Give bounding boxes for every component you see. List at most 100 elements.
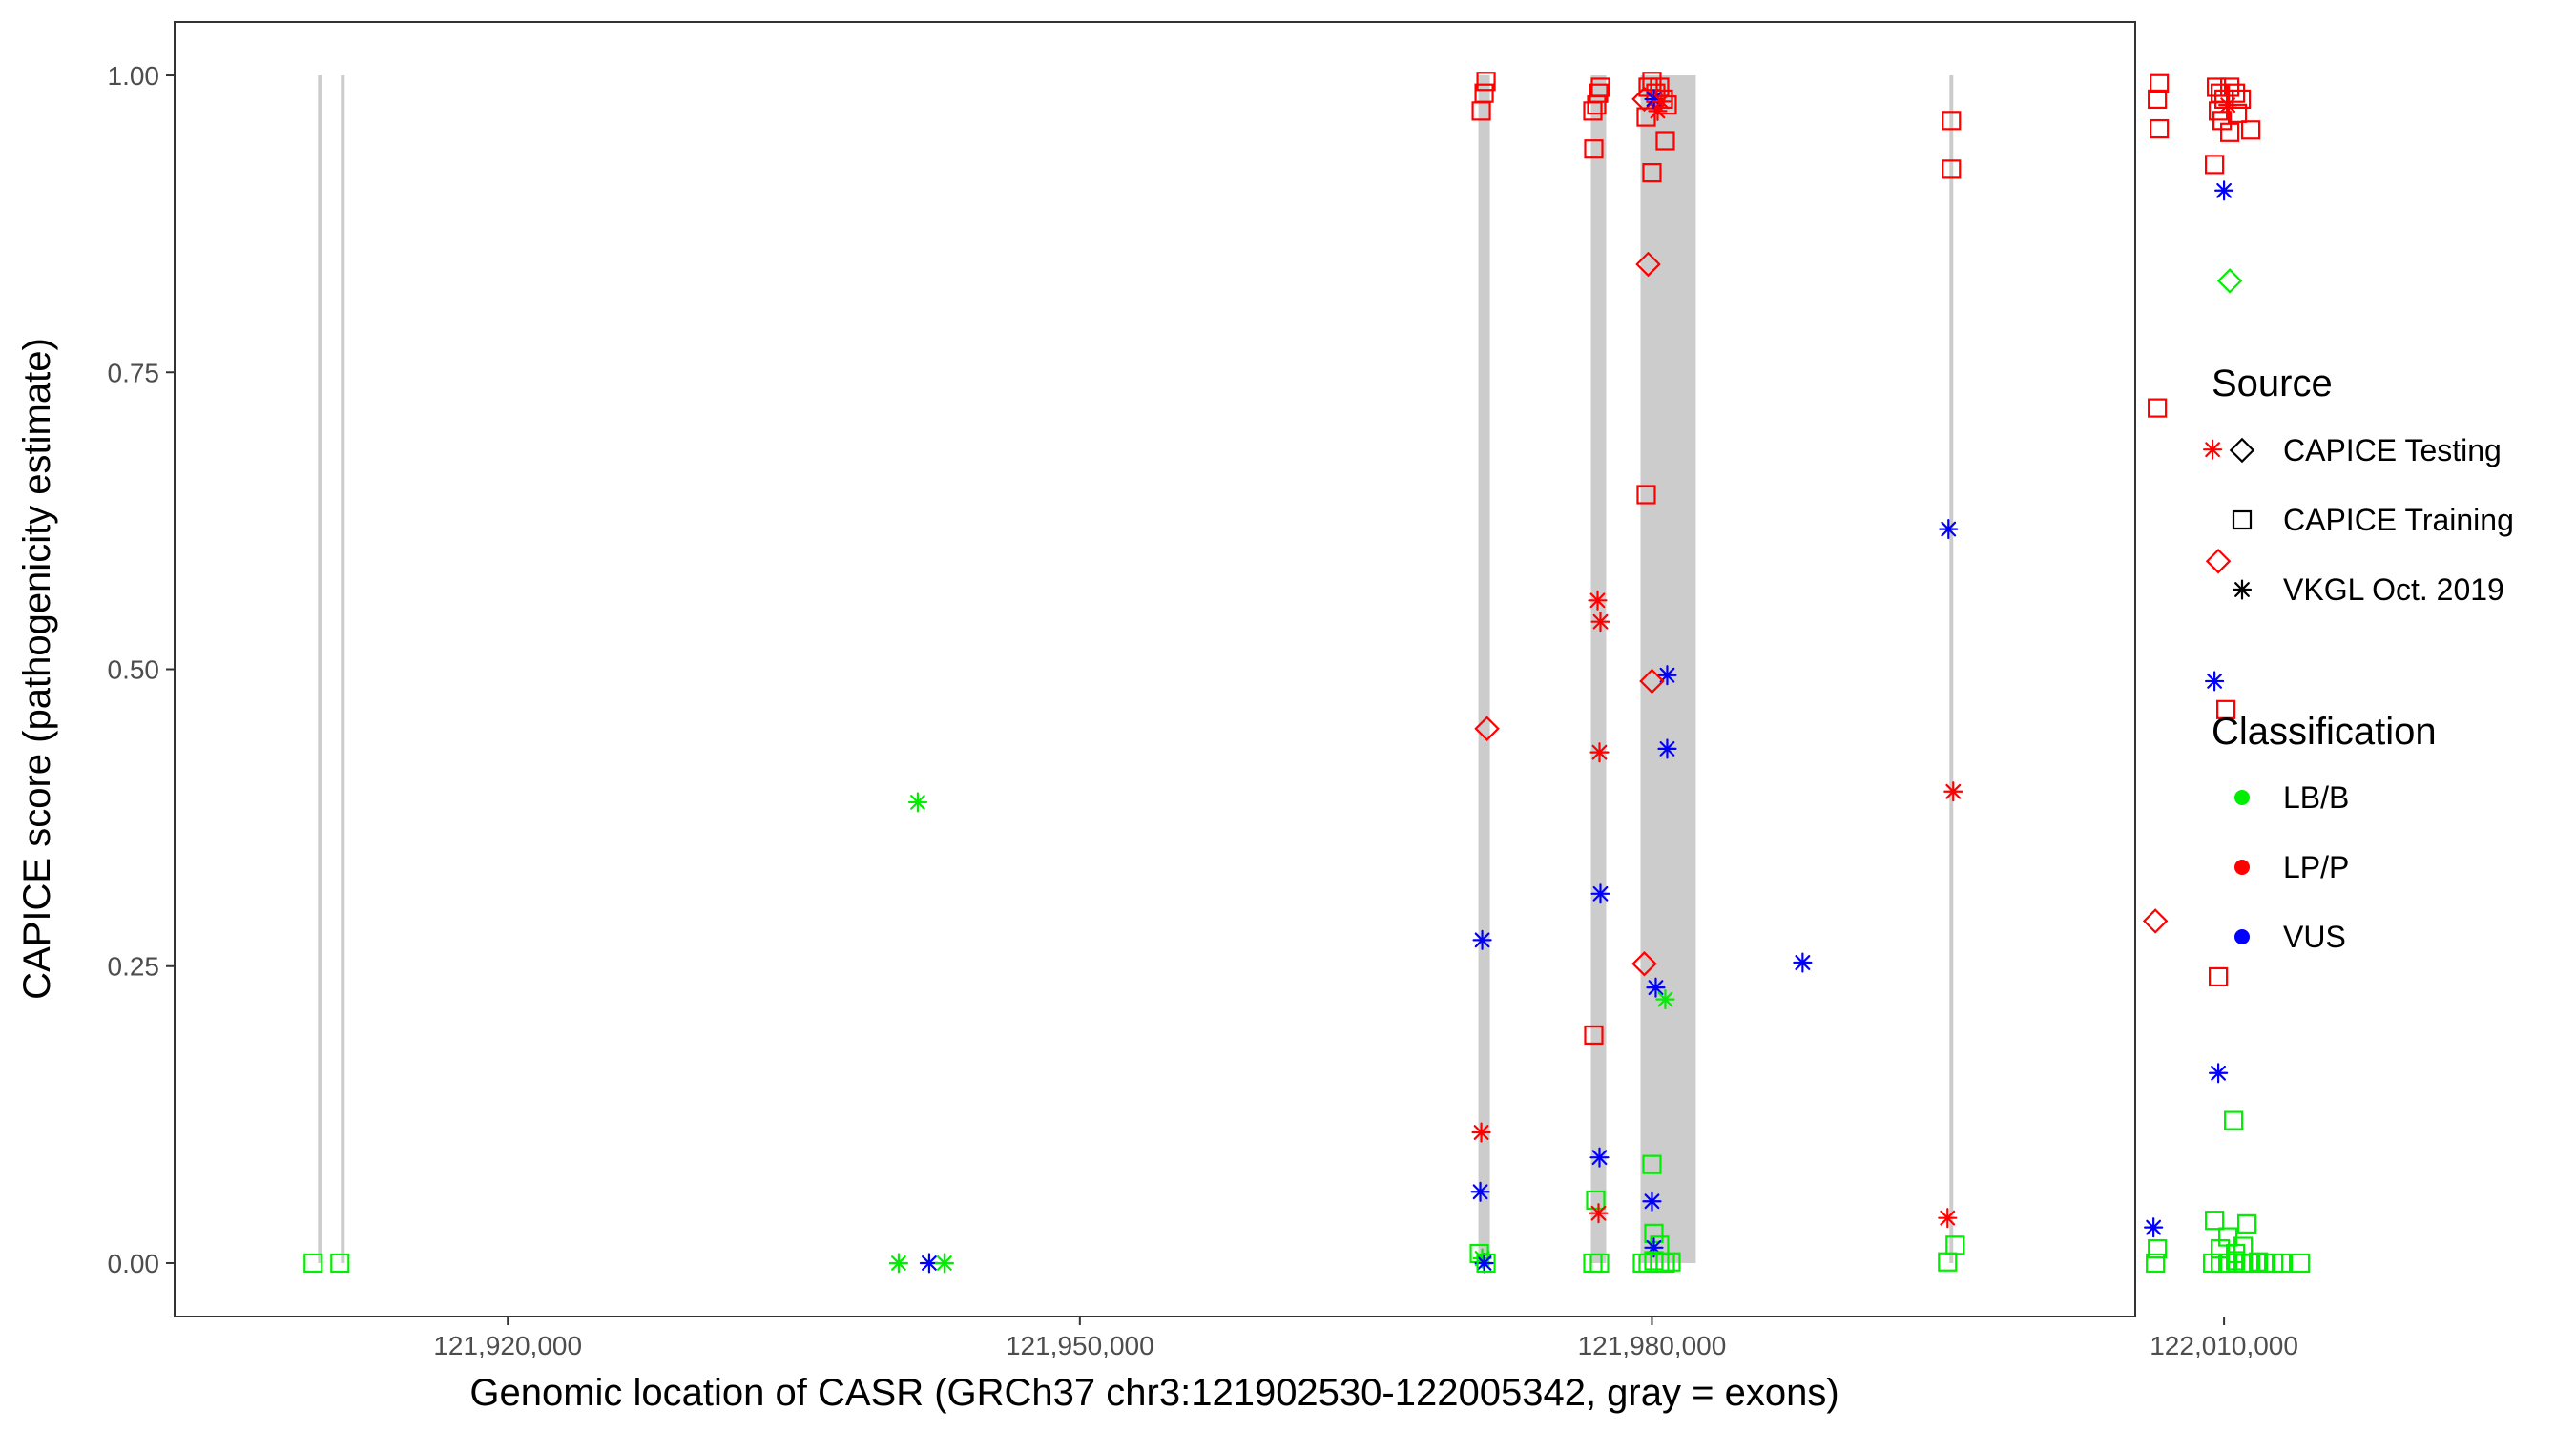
y-tick-label: 0.50 xyxy=(108,655,160,685)
data-point xyxy=(1584,1025,1604,1046)
data-point xyxy=(1938,1208,1958,1229)
y-axis: 0.00 0.25 0.50 0.75 1.00 xyxy=(108,61,175,1278)
data-point xyxy=(1474,716,1500,742)
legend-classification-title: Classification xyxy=(2212,711,2437,753)
legend-label: LB/B xyxy=(2283,780,2349,815)
data-point xyxy=(1646,977,1666,998)
data-point xyxy=(1642,1154,1662,1174)
legend-key-vus xyxy=(2234,929,2250,944)
data-point xyxy=(1657,665,1677,686)
data-point xyxy=(2223,1110,2244,1130)
data-point xyxy=(888,1253,909,1274)
data-point xyxy=(2209,1063,2229,1084)
x-tick-label: 121,980,000 xyxy=(1578,1331,1727,1360)
y-tick-label: 1.00 xyxy=(108,61,160,91)
data-point xyxy=(1589,1253,1610,1274)
legend-item-vus: VUS xyxy=(2234,920,2346,954)
data-point xyxy=(2236,1213,2257,1234)
data-point xyxy=(1474,1253,1494,1274)
legend-item-vkgl: VKGL Oct. 2019 xyxy=(2232,572,2504,607)
data-point xyxy=(1655,131,1675,151)
data-point xyxy=(2146,1253,2166,1274)
data-point xyxy=(1472,929,1492,950)
data-point xyxy=(2290,1253,2311,1274)
legend-key-asterisk xyxy=(2232,579,2253,600)
y-axis-title: CAPICE score (pathogenicity estimate) xyxy=(16,338,58,1000)
data-point xyxy=(2225,83,2246,103)
legend-key-glyph xyxy=(2232,509,2253,530)
data-point xyxy=(2150,73,2170,93)
legend-key-lbb xyxy=(2234,790,2250,805)
data-point xyxy=(1590,77,1610,97)
data-point xyxy=(2205,671,2225,692)
data-point xyxy=(2216,699,2236,719)
legend-item-lpp: LP/P xyxy=(2234,850,2349,884)
legend-label: VUS xyxy=(2283,920,2346,954)
data-point xyxy=(1939,519,1959,540)
data-point xyxy=(1590,883,1610,904)
data-point xyxy=(1652,91,1672,112)
data-point xyxy=(2205,548,2232,574)
legend-item-lbb: LB/B xyxy=(2234,780,2349,815)
legend-item-capice-training: CAPICE Training xyxy=(2232,503,2514,537)
data-point xyxy=(1476,72,1496,92)
data-point xyxy=(2205,1211,2225,1231)
data-point xyxy=(2240,120,2261,140)
data-point xyxy=(303,1253,323,1274)
legend-label: VKGL Oct. 2019 xyxy=(2283,572,2504,607)
data-point xyxy=(2148,89,2168,110)
x-tick-label: 122,010,000 xyxy=(2150,1331,2298,1360)
x-axis-title: Genomic location of CASR (GRCh37 chr3:12… xyxy=(469,1372,1839,1414)
data-point xyxy=(2216,268,2243,294)
exon-band xyxy=(341,75,345,1263)
data-point xyxy=(1589,83,1609,103)
y-tick-label: 0.25 xyxy=(108,952,160,982)
legend-key-diamond xyxy=(2229,437,2255,464)
data-point xyxy=(1589,1147,1610,1168)
data-point xyxy=(2150,118,2170,139)
data-point xyxy=(1590,612,1610,633)
data-point xyxy=(1636,107,1656,127)
data-point xyxy=(907,792,928,813)
data-point xyxy=(1474,83,1494,103)
data-point xyxy=(1589,742,1610,763)
legend-label: CAPICE Training xyxy=(2283,503,2514,537)
legend-item-capice-testing: CAPICE Testing xyxy=(2229,433,2502,467)
data-point xyxy=(1657,738,1677,759)
data-point xyxy=(1584,139,1604,159)
data-point xyxy=(1639,668,1665,695)
data-point xyxy=(934,1253,954,1274)
data-point xyxy=(2205,155,2225,175)
data-point xyxy=(1631,950,1657,977)
data-point xyxy=(1661,1252,1681,1272)
data-point xyxy=(1471,1122,1491,1143)
data-point xyxy=(2144,1217,2164,1238)
legend-label: LP/P xyxy=(2283,850,2349,884)
x-tick-label: 121,950,000 xyxy=(1006,1331,1154,1360)
data-point xyxy=(1476,1253,1496,1274)
data-point xyxy=(1586,1190,1606,1211)
data-point xyxy=(1938,1252,1958,1272)
data-point xyxy=(1589,1203,1609,1224)
y-tick-label: 0.75 xyxy=(108,358,160,387)
legend-key-glyph xyxy=(2229,437,2255,464)
data-point xyxy=(2214,180,2234,201)
exon-band xyxy=(318,75,322,1263)
data-point xyxy=(1642,1191,1662,1212)
data-point xyxy=(1942,159,1962,179)
data-point xyxy=(1635,251,1661,278)
legend-key-lpp xyxy=(2234,860,2250,875)
legend: Source CAPICE Testing CAPICE Training VK… xyxy=(2212,363,2514,954)
data-point xyxy=(2148,1238,2168,1259)
data-point xyxy=(2271,1253,2292,1274)
data-point xyxy=(330,1253,350,1274)
legend-label: CAPICE Testing xyxy=(2283,433,2502,467)
data-point xyxy=(2148,398,2168,418)
data-point xyxy=(2220,122,2240,142)
data-point xyxy=(1470,1181,1490,1202)
data-point xyxy=(1655,1253,1675,1274)
data-point xyxy=(2227,103,2248,123)
data-point xyxy=(1793,952,1813,973)
data-point xyxy=(1636,485,1656,505)
x-tick-label: 121,920,000 xyxy=(433,1331,582,1360)
